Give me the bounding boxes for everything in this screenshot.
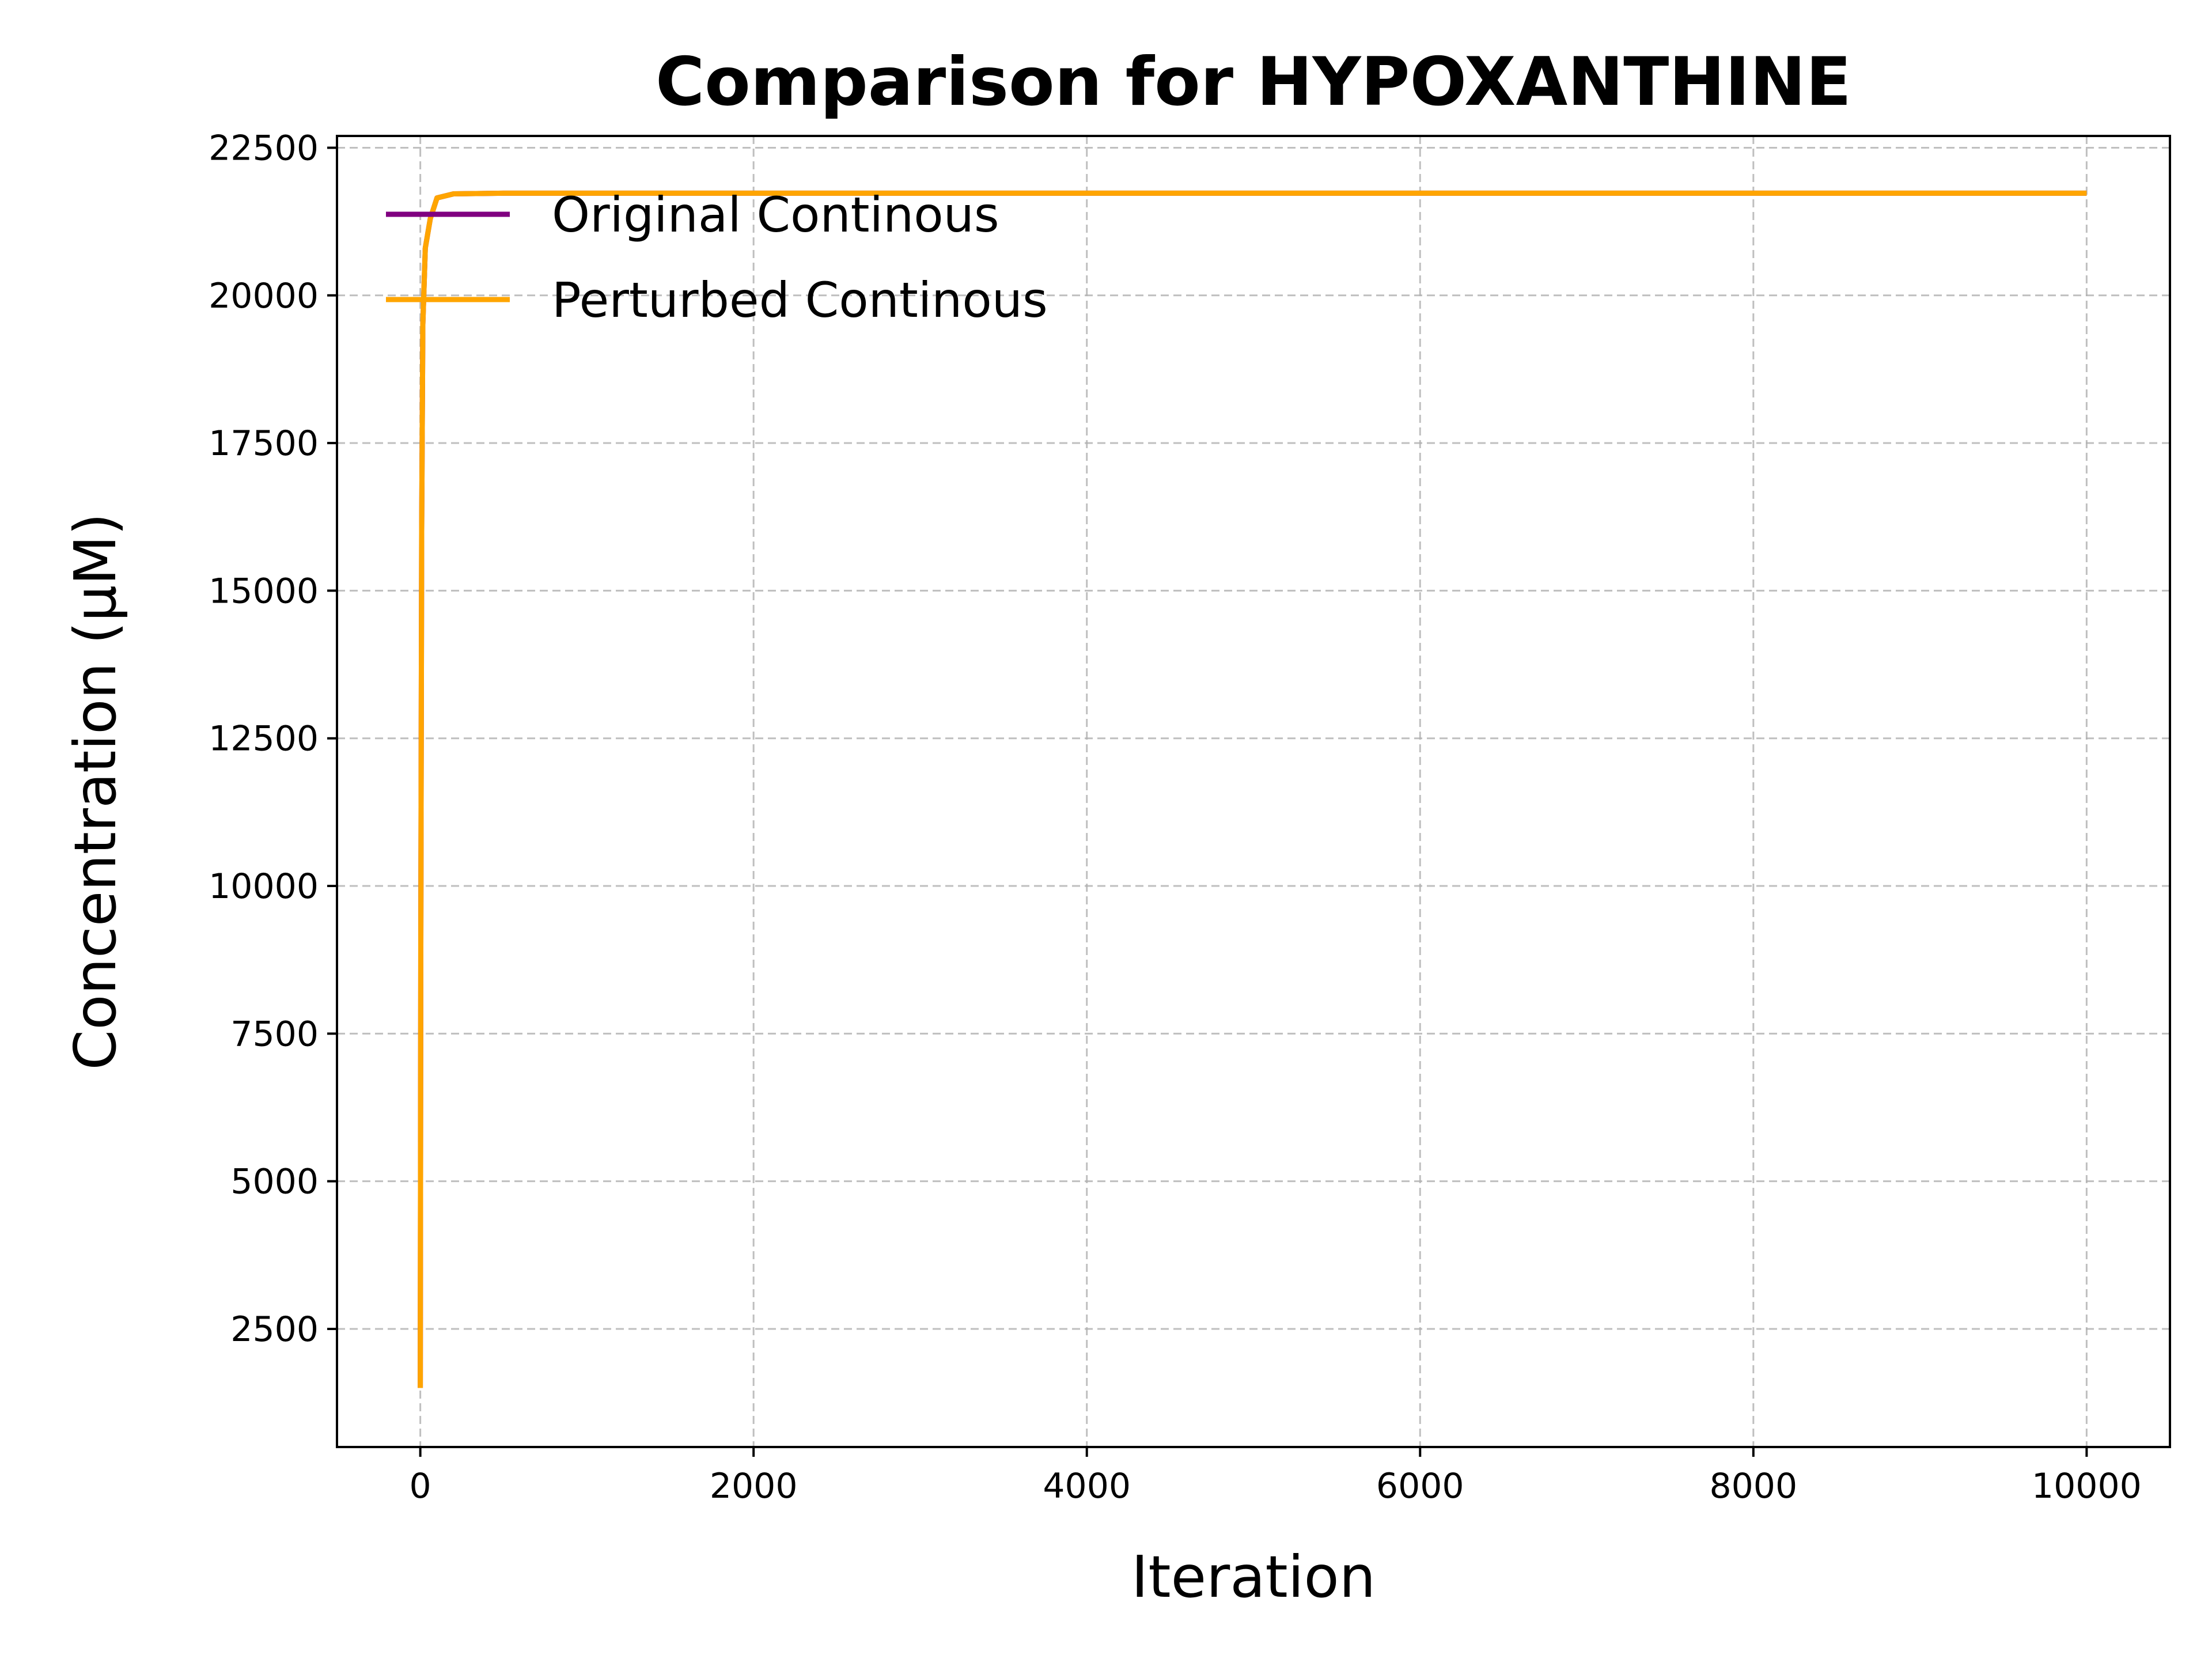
x-tick-label: 8000 — [1709, 1466, 1797, 1506]
x-tick-label: 10000 — [2032, 1466, 2142, 1506]
x-tick-label: 4000 — [1043, 1466, 1131, 1506]
axis-ticks: 0 2000 4000 6000 8000 10000 2500 5000 7500 10000 1… — [209, 128, 2142, 1506]
legend-label-2: Perturbed Continous — [552, 272, 1048, 328]
y-tick-label: 17500 — [209, 423, 319, 464]
chart-title: Comparison for HYPOXANTHINE — [656, 43, 1851, 121]
plot-frame — [336, 135, 2171, 1448]
y-tick-label: 10000 — [209, 866, 319, 907]
grid-lines — [337, 136, 2170, 1447]
y-tick-label: 20000 — [209, 276, 319, 316]
x-tick-label: 6000 — [1376, 1466, 1464, 1506]
series-layer — [418, 190, 2087, 1388]
y-tick-label: 15000 — [209, 571, 319, 611]
y-tick-label: 5000 — [230, 1162, 319, 1202]
legend: Original Continous Perturbed Continous — [386, 187, 1048, 328]
y-tick-label: 22500 — [209, 128, 319, 169]
y-axis-label: Concentration (μM) — [62, 513, 129, 1070]
legend-label-1: Original Continous — [552, 187, 999, 243]
series-line-2 — [418, 190, 2087, 1388]
x-tick-label: 0 — [410, 1466, 431, 1506]
y-tick-label: 2500 — [230, 1309, 319, 1350]
x-axis-label: Iteration — [1131, 1543, 1376, 1611]
y-tick-label: 12500 — [209, 719, 319, 759]
x-tick-label: 2000 — [710, 1466, 798, 1506]
y-tick-label: 7500 — [230, 1014, 319, 1054]
